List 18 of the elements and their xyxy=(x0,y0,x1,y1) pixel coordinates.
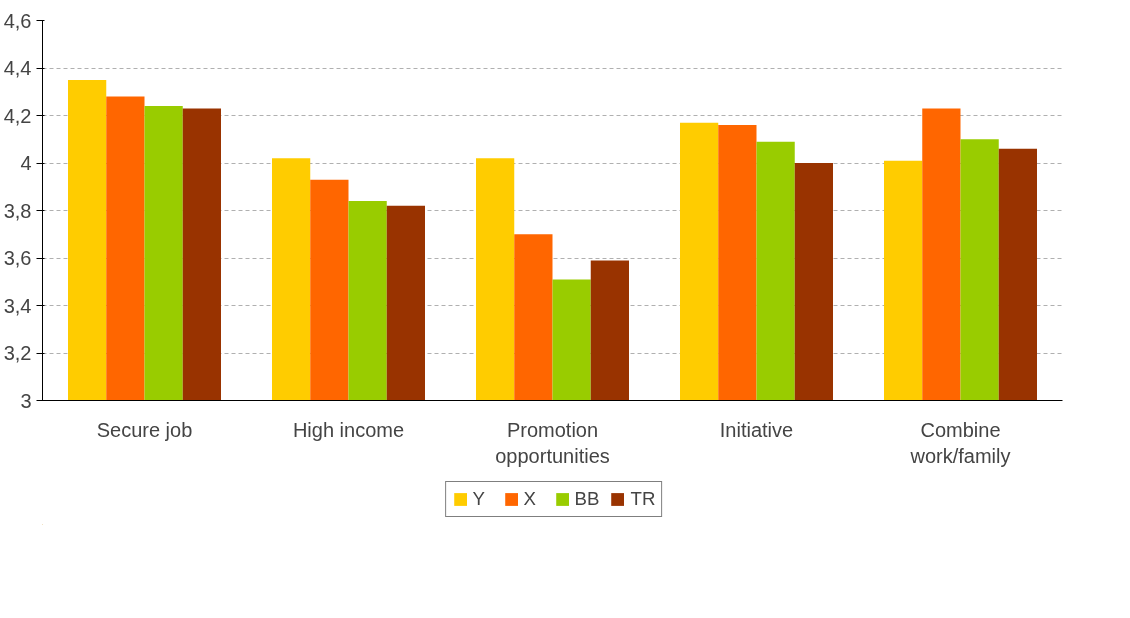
y-tick-label: 3,8 xyxy=(3,199,32,222)
legend-label: BB xyxy=(574,488,600,510)
x-tick-label: High income xyxy=(292,418,405,441)
y-tick-label: 3,4 xyxy=(3,294,32,317)
legend-label: Y xyxy=(472,488,487,510)
legend-label: TR xyxy=(630,488,656,510)
x-tick-label: Secure job xyxy=(96,418,193,441)
legend-label: X xyxy=(523,488,538,510)
y-tick-label: 4,4 xyxy=(3,57,32,79)
x-tick-label: Combine work/family xyxy=(909,418,1011,467)
x-tick-label: Promotion opportunities xyxy=(495,418,610,467)
y-tick-label: 3 xyxy=(20,389,32,412)
y-tick-label: 4,6 xyxy=(3,9,32,32)
y-tick-label: 4 xyxy=(20,152,32,174)
y-tick-label: 3,6 xyxy=(3,247,32,269)
x-tick-label: Initiative xyxy=(719,418,794,441)
y-tick-label: 3,2 xyxy=(3,342,32,364)
y-tick-label: 4,2 xyxy=(3,104,32,127)
